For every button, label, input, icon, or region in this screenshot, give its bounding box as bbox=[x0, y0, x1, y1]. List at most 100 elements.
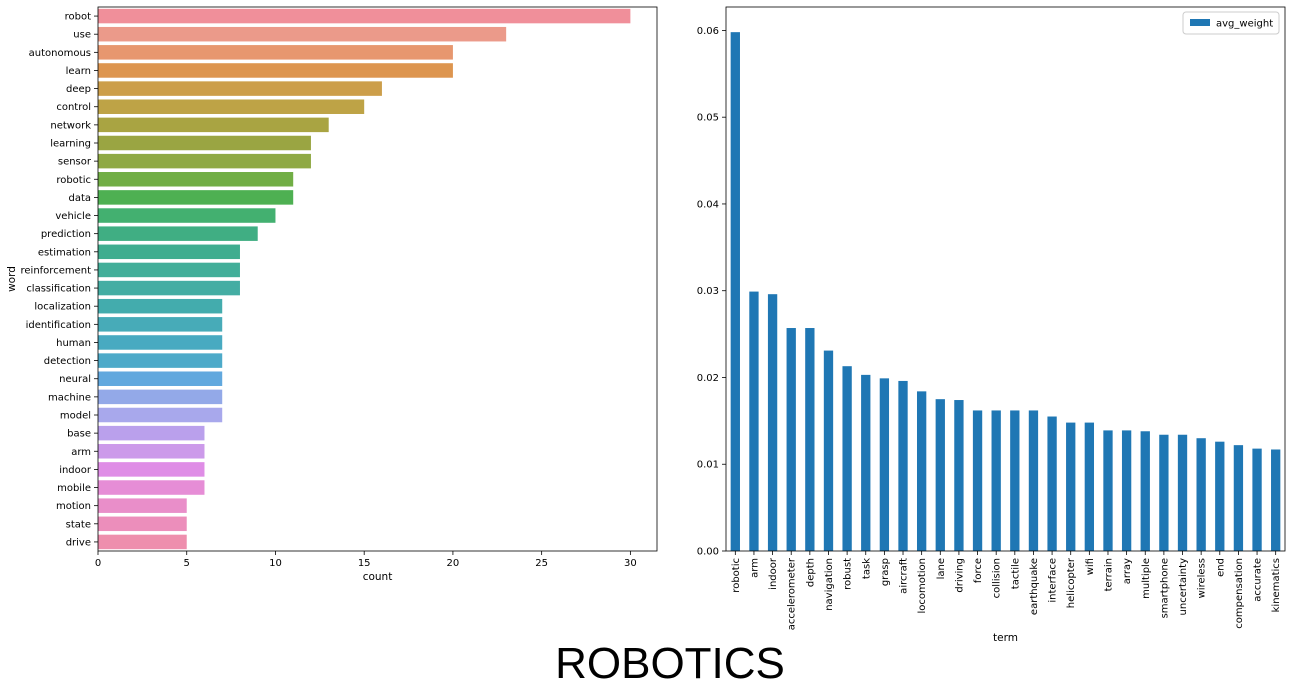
x-tick-label: locomotion bbox=[917, 558, 928, 614]
bar-learn bbox=[98, 63, 453, 78]
x-tick-label: smartphone bbox=[1159, 558, 1170, 618]
x-tick-label: 30 bbox=[624, 558, 637, 569]
y-tick-label: detection bbox=[44, 356, 91, 367]
axes-frame bbox=[97, 6, 658, 552]
y-tick-label: motion bbox=[56, 501, 91, 512]
bar-helicopter bbox=[1066, 422, 1076, 551]
x-tick-label: tactile bbox=[1010, 558, 1021, 589]
x-tick-label: array bbox=[1122, 558, 1133, 584]
bar-multiple bbox=[1140, 431, 1150, 551]
bar-motion bbox=[98, 498, 187, 513]
bar-robotic bbox=[98, 172, 294, 187]
x-tick-label: depth bbox=[805, 558, 816, 587]
bar-localization bbox=[98, 298, 223, 314]
x-tick-label: 15 bbox=[358, 558, 371, 569]
y-tick-label: deep bbox=[66, 84, 91, 95]
x-tick-label: indoor bbox=[768, 557, 779, 590]
y-tick-label: arm bbox=[71, 447, 91, 458]
bar-tactile bbox=[1010, 410, 1020, 551]
bar-autonomous bbox=[98, 45, 453, 60]
y-tick-label: estimation bbox=[38, 247, 91, 258]
bar-depth bbox=[805, 328, 815, 551]
bar-estimation bbox=[98, 244, 240, 260]
x-tick-label: terrain bbox=[1103, 558, 1114, 591]
y-tick-label: robotic bbox=[56, 175, 91, 186]
x-tick-label: 10 bbox=[269, 558, 282, 569]
y-tick-label: 0.02 bbox=[697, 373, 719, 384]
bar-machine bbox=[98, 389, 223, 405]
bar-robust bbox=[842, 366, 852, 551]
bar-array bbox=[1121, 430, 1132, 551]
y-tick-label: mobile bbox=[57, 483, 91, 494]
bar-arm bbox=[98, 444, 205, 459]
y-tick-label: control bbox=[56, 102, 91, 113]
x-tick-label: helicopter bbox=[1066, 557, 1077, 608]
y-tick-label: data bbox=[68, 193, 91, 204]
bar-interface bbox=[1047, 416, 1057, 551]
bar-accelerometer bbox=[786, 328, 796, 551]
y-tick-label: human bbox=[56, 338, 91, 349]
bar-neural bbox=[98, 371, 223, 386]
x-axis-label: count bbox=[363, 571, 393, 583]
y-tick-label: robot bbox=[65, 12, 91, 23]
y-tick-label: identification bbox=[26, 320, 91, 331]
x-tick-label: accurate bbox=[1253, 558, 1264, 602]
bar-wifi bbox=[1084, 422, 1095, 551]
bar-drive bbox=[98, 534, 187, 550]
bar-smartphone bbox=[1159, 434, 1169, 551]
x-tick-label: end bbox=[1215, 558, 1226, 577]
x-tick-label: 5 bbox=[184, 558, 190, 569]
bar-deep bbox=[98, 81, 382, 96]
bar-vehicle bbox=[98, 208, 276, 223]
y-tick-label: learn bbox=[66, 66, 91, 77]
bar-earthquake bbox=[1028, 410, 1039, 551]
y-tick-label: reinforcement bbox=[21, 265, 92, 276]
bar-accurate bbox=[1252, 448, 1262, 551]
x-tick-label: task bbox=[861, 558, 872, 579]
bar-terrain bbox=[1103, 430, 1113, 551]
y-tick-label: 0.04 bbox=[697, 199, 719, 210]
y-tick-label: localization bbox=[34, 302, 91, 313]
bar-end bbox=[1215, 441, 1225, 551]
x-tick-label: driving bbox=[954, 558, 965, 593]
bar-learning bbox=[98, 135, 311, 151]
y-tick-label: 0.03 bbox=[697, 286, 719, 297]
x-axis-label: term bbox=[993, 632, 1018, 644]
y-tick-label: learning bbox=[50, 139, 91, 150]
bar-locomotion bbox=[916, 391, 927, 551]
bar-control bbox=[98, 99, 365, 114]
bar-reinforcement bbox=[98, 262, 240, 278]
y-tick-label: 0.00 bbox=[697, 547, 719, 558]
y-tick-label: drive bbox=[66, 537, 91, 548]
bar-sensor bbox=[98, 153, 311, 169]
bar-detection bbox=[98, 353, 223, 368]
word-count-chart: robot use autonomous learn deep control networ… bbox=[6, 6, 658, 583]
legend-box bbox=[1182, 11, 1280, 35]
bar-data bbox=[98, 190, 294, 205]
y-tick-label: machine bbox=[48, 392, 91, 403]
y-tick-label: prediction bbox=[41, 229, 91, 240]
bar-human bbox=[98, 335, 223, 350]
x-tick-label: force bbox=[973, 558, 984, 583]
y-tick-label: indoor bbox=[59, 465, 92, 476]
y-tick-label: 0.05 bbox=[697, 113, 719, 124]
x-tick-label: uncertainty bbox=[1178, 558, 1189, 616]
x-tick-label: grasp bbox=[880, 558, 891, 586]
bar-arm bbox=[749, 291, 759, 551]
bar-network bbox=[98, 117, 329, 133]
x-tick-label: 0 bbox=[95, 558, 101, 569]
bar-prediction bbox=[98, 226, 258, 241]
bar-use bbox=[98, 26, 507, 42]
x-tick-label: wireless bbox=[1197, 558, 1208, 598]
bar-driving bbox=[954, 400, 964, 551]
y-tick-label: state bbox=[66, 519, 91, 530]
y-tick-label: autonomous bbox=[29, 48, 91, 59]
y-tick-label: vehicle bbox=[55, 211, 91, 222]
x-tick-label: arm bbox=[749, 558, 760, 578]
x-tick-label: robust bbox=[843, 558, 854, 590]
bar-indoor bbox=[98, 462, 205, 477]
bar-navigation bbox=[823, 350, 834, 551]
y-tick-label: 0.06 bbox=[697, 26, 719, 37]
y-axis-label: word bbox=[6, 266, 18, 292]
